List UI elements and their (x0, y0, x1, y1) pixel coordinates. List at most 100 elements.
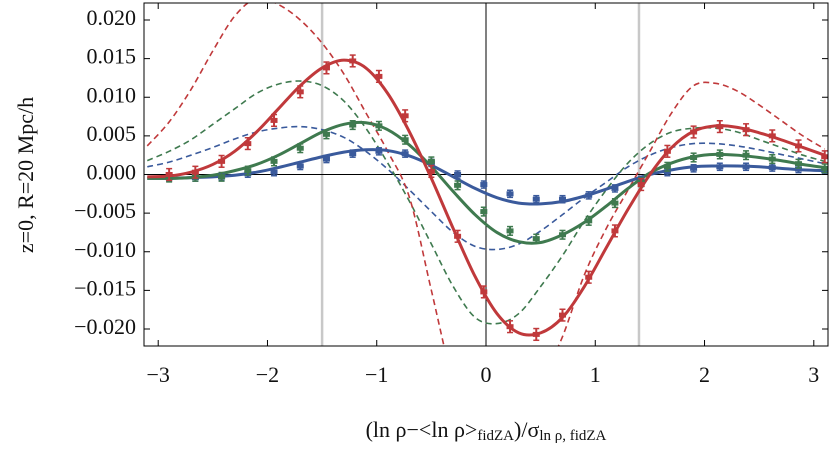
data-point (454, 170, 462, 179)
marker (794, 143, 802, 149)
marker (768, 165, 776, 171)
data-point (532, 327, 540, 342)
marker (322, 131, 330, 137)
marker (558, 196, 566, 202)
marker (375, 123, 383, 129)
marker (611, 228, 619, 234)
data-point (375, 120, 383, 131)
data-point (585, 215, 593, 226)
data-point (322, 61, 330, 75)
data-point (532, 233, 540, 244)
data-point (611, 224, 619, 238)
solid-curve (147, 120, 825, 245)
data-point (401, 134, 409, 145)
data-point (821, 163, 828, 174)
y-tick-label: 0.015 (87, 44, 137, 69)
y-tick-label: 0.020 (87, 5, 137, 30)
marker (427, 158, 435, 164)
marker (349, 58, 357, 64)
marker (165, 172, 173, 177)
data-point (558, 229, 566, 240)
y-tick-label: −0.020 (74, 314, 136, 339)
marker (480, 289, 488, 295)
data-point (480, 285, 488, 299)
marker (794, 161, 802, 167)
marker (716, 164, 724, 170)
dashed-curve (147, 125, 825, 251)
data-point (165, 167, 173, 182)
data-point (349, 119, 357, 131)
x-tick-label: 3 (808, 362, 819, 387)
y-tick-label: 0.005 (87, 121, 137, 146)
marker (375, 148, 383, 154)
data-point (690, 125, 698, 139)
data-point (454, 180, 462, 191)
data-point (322, 129, 330, 140)
data-point (296, 85, 304, 99)
data-point (716, 162, 724, 172)
marker (349, 122, 357, 128)
marker (480, 209, 488, 215)
marker (821, 165, 828, 171)
marker (506, 191, 514, 197)
marker (663, 148, 671, 154)
x-axis-label: (ln ρ−<ln ρ>fidZA)/σln ρ, fidZA (366, 417, 607, 444)
data-point (506, 189, 514, 199)
data-point (401, 149, 409, 158)
marker (532, 331, 540, 337)
marker (506, 228, 514, 234)
data-point (690, 164, 698, 173)
marker (716, 151, 724, 157)
data-point (375, 69, 383, 84)
y-tick-label: −0.005 (74, 198, 136, 223)
marker (218, 174, 226, 180)
data-point (218, 171, 226, 182)
marker (427, 168, 435, 174)
marker (322, 65, 330, 71)
data-point (716, 149, 724, 160)
marker (270, 169, 278, 175)
marker (296, 89, 304, 95)
data-point (506, 225, 514, 236)
marker (401, 113, 409, 119)
y-axis-label: z=0, R=20 Mpc/h (13, 97, 38, 253)
data-point (585, 191, 593, 200)
data-point (454, 229, 462, 243)
x-label-sub: ln ρ, fidZA (539, 428, 606, 444)
data-point (742, 162, 750, 172)
solid-curve (147, 148, 825, 206)
data-point (794, 158, 802, 169)
data-point (191, 165, 199, 179)
data-point (349, 149, 357, 158)
data-point (742, 150, 750, 161)
marker (585, 274, 593, 280)
data-point (296, 161, 304, 171)
frame (143, 2, 829, 347)
data-point (296, 143, 304, 154)
data-point (244, 165, 252, 176)
marker (742, 127, 750, 133)
marker (454, 233, 462, 239)
marker (585, 192, 593, 198)
y-tick-label: −0.010 (74, 237, 136, 262)
marker (663, 169, 671, 175)
marker (768, 156, 776, 162)
marker (794, 166, 802, 172)
marker (690, 155, 698, 161)
data-point (768, 153, 776, 165)
x-tick-label: −2 (256, 362, 279, 387)
marker (322, 156, 330, 162)
data-point (401, 109, 409, 123)
data-point (270, 113, 278, 128)
marker (585, 218, 593, 224)
marker (506, 324, 514, 330)
x-tick-label: 2 (699, 362, 710, 387)
x-tick-label: −1 (365, 362, 388, 387)
marker (558, 312, 566, 318)
data-point (427, 164, 435, 179)
marker (218, 158, 226, 164)
solid-curve (147, 58, 826, 337)
data-point (585, 270, 593, 284)
